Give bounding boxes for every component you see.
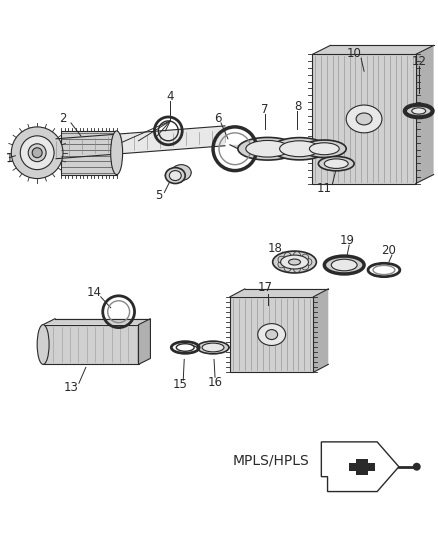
Polygon shape	[138, 319, 150, 365]
Ellipse shape	[37, 325, 49, 365]
Ellipse shape	[356, 113, 372, 125]
Polygon shape	[321, 442, 399, 491]
Circle shape	[278, 261, 285, 268]
Ellipse shape	[28, 144, 46, 161]
Circle shape	[302, 263, 309, 270]
Ellipse shape	[331, 259, 357, 271]
Ellipse shape	[303, 140, 346, 157]
Ellipse shape	[289, 259, 300, 265]
Bar	[356, 459, 367, 475]
Text: 4: 4	[166, 90, 174, 102]
Ellipse shape	[171, 165, 191, 181]
Polygon shape	[416, 45, 434, 183]
Ellipse shape	[258, 324, 286, 345]
Ellipse shape	[346, 105, 382, 133]
Text: 18: 18	[267, 241, 282, 255]
Ellipse shape	[324, 159, 348, 168]
Polygon shape	[43, 319, 150, 325]
Polygon shape	[230, 289, 328, 297]
Circle shape	[302, 254, 309, 261]
Text: 1: 1	[6, 152, 13, 165]
Circle shape	[305, 259, 312, 265]
Circle shape	[284, 264, 291, 271]
Ellipse shape	[165, 168, 185, 183]
Ellipse shape	[246, 140, 290, 157]
Ellipse shape	[281, 255, 308, 269]
Text: 14: 14	[86, 286, 101, 300]
Text: 13: 13	[64, 381, 78, 394]
Ellipse shape	[324, 256, 364, 274]
Circle shape	[284, 253, 291, 260]
Text: 12: 12	[411, 55, 426, 68]
Ellipse shape	[266, 329, 278, 340]
Ellipse shape	[412, 108, 426, 114]
Ellipse shape	[318, 157, 354, 171]
Polygon shape	[43, 325, 138, 365]
Text: 9: 9	[324, 100, 331, 112]
Circle shape	[293, 265, 300, 272]
Ellipse shape	[197, 341, 229, 354]
Text: 11: 11	[317, 182, 332, 195]
Ellipse shape	[32, 148, 42, 158]
Polygon shape	[230, 145, 297, 149]
Polygon shape	[56, 126, 225, 159]
Polygon shape	[312, 45, 434, 54]
Ellipse shape	[273, 251, 316, 273]
Text: 19: 19	[340, 233, 355, 247]
Text: 6: 6	[214, 112, 222, 125]
Text: 20: 20	[381, 244, 396, 256]
Ellipse shape	[279, 141, 319, 157]
Ellipse shape	[238, 138, 297, 160]
Ellipse shape	[170, 171, 181, 181]
Polygon shape	[312, 54, 416, 183]
Polygon shape	[297, 146, 346, 149]
Ellipse shape	[309, 143, 339, 155]
Text: 15: 15	[173, 378, 188, 391]
Ellipse shape	[11, 127, 63, 179]
Ellipse shape	[20, 136, 54, 169]
Polygon shape	[314, 289, 328, 373]
Text: 8: 8	[294, 100, 301, 112]
Ellipse shape	[405, 104, 433, 117]
Polygon shape	[192, 345, 229, 348]
Text: 7: 7	[261, 102, 268, 116]
Ellipse shape	[272, 138, 327, 160]
Circle shape	[293, 252, 300, 259]
Text: 2: 2	[59, 112, 67, 125]
Text: 16: 16	[208, 376, 223, 389]
Polygon shape	[265, 146, 327, 149]
Text: 10: 10	[347, 47, 362, 60]
Bar	[349, 463, 374, 471]
Circle shape	[278, 256, 285, 263]
Polygon shape	[61, 131, 117, 175]
Text: 5: 5	[155, 189, 162, 202]
Ellipse shape	[111, 131, 123, 175]
Ellipse shape	[413, 463, 421, 471]
Text: MPLS/HPLS: MPLS/HPLS	[233, 454, 309, 468]
Ellipse shape	[202, 343, 224, 352]
Text: 17: 17	[257, 281, 272, 294]
Polygon shape	[230, 297, 314, 373]
